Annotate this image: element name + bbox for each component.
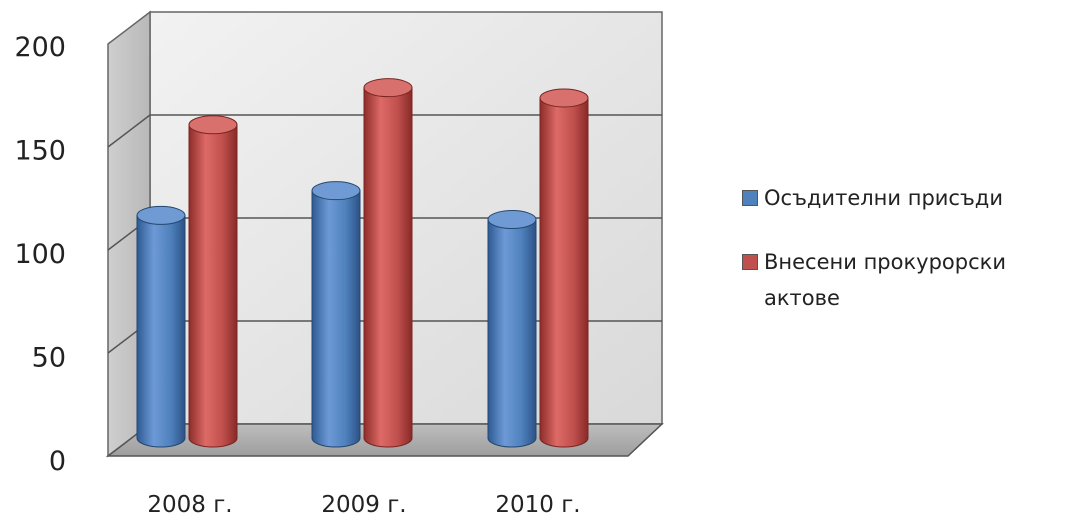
legend: Осъдителни присъди Внесени прокурорски а…: [742, 180, 1082, 344]
x-tick-label: 2008 г.: [147, 492, 232, 518]
y-tick-label: 0: [49, 446, 66, 477]
bar-indictments-2: [539, 88, 589, 448]
bar-indictments-1: [363, 78, 413, 448]
legend-label-series-1: Осъдителни присъди: [764, 186, 1003, 210]
y-tick-label: 200: [14, 32, 66, 63]
y-tick-label: 50: [32, 343, 66, 374]
y-tick-label: 100: [14, 239, 66, 270]
bar-convictions-1: [311, 181, 361, 448]
legend-swatch-red: [742, 254, 758, 270]
x-tick-label: 2009 г.: [321, 492, 406, 518]
legend-item-series-2: Внесени прокурорски актове: [742, 244, 1082, 316]
legend-label-series-2: Внесени прокурорски актове: [764, 250, 1006, 310]
x-tick-label: 2010 г.: [495, 492, 580, 518]
gridline-side: [107, 114, 151, 148]
y-tick-label: 150: [14, 136, 66, 167]
legend-item-series-1: Осъдителни присъди: [742, 180, 1082, 216]
legend-swatch-blue: [742, 190, 758, 206]
bar-convictions-0: [136, 205, 186, 448]
bar-convictions-2: [487, 210, 537, 448]
bar-indictments-0: [188, 115, 238, 448]
